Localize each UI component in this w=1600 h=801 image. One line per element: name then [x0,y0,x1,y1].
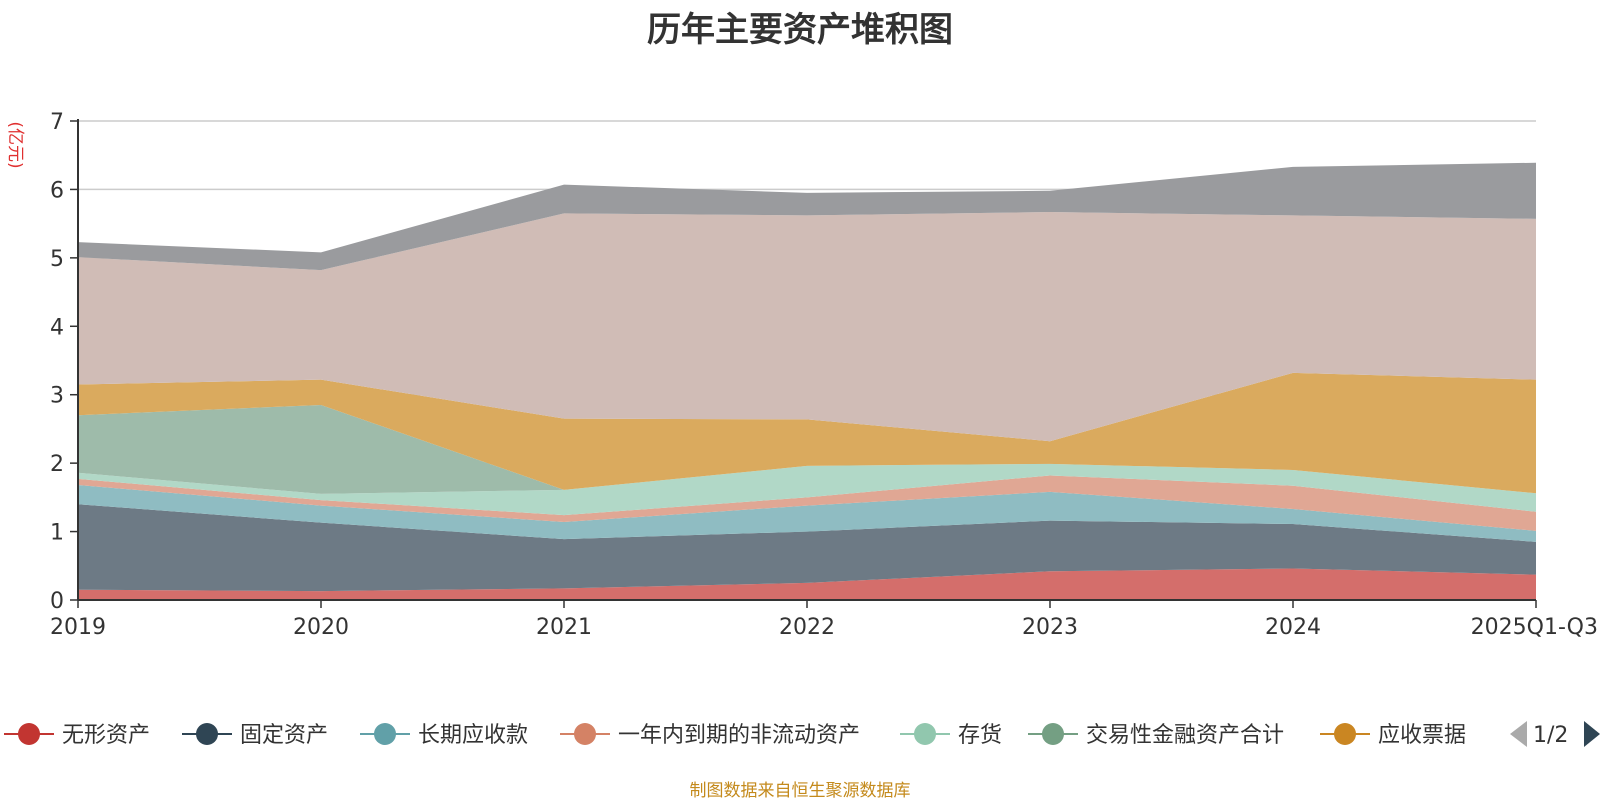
legend-marker [574,723,596,745]
legend-label: 一年内到期的非流动资产 [618,723,860,748]
y-tick-label: 1 [50,521,64,546]
area-series-6 [78,404,1536,494]
x-tick-label: 2019 [50,615,106,640]
y-tick-label: 3 [50,384,64,409]
legend-label: 无形资产 [62,723,150,748]
legend: 无形资产 固定资产 长期应收款 一年内到期的非流动资产 存货 交易性金融资产合计 应收票据 1… [4,721,1600,748]
legend-item[interactable]: 一年内到期的非流动资产 [560,723,860,748]
axes: 0 1 2 3 4 5 6 7 2019 2020 2021 2022 2023 2024 2025Q1-Q… [50,110,1598,640]
x-tick-label: 2025Q1-Q3 [1471,615,1598,640]
x-tick-label: 2022 [779,615,835,640]
y-tick-label: 4 [50,315,64,340]
area-series-1 [78,568,1536,600]
legend-label: 应收票据 [1378,723,1466,748]
area-series-7 [78,372,1536,494]
x-tick-label: 2020 [293,615,349,640]
legend-marker [196,723,218,745]
legend-marker [18,723,40,745]
y-tick-label: 0 [50,589,64,614]
legend-marker [374,723,396,745]
chart-title: 历年主要资产堆积图 [647,10,953,50]
y-axis-unit-label: (亿元) [5,121,25,168]
legend-label: 固定资产 [240,723,328,748]
legend-item[interactable]: 固定资产 [182,723,328,748]
y-tick-label: 5 [50,247,64,272]
area-series-8 [78,212,1536,442]
x-tick-label: 2023 [1022,615,1078,640]
legend-label: 存货 [958,723,1002,748]
legend-label: 长期应收款 [418,723,528,748]
area-series [78,162,1536,600]
area-series-9 [78,162,1536,271]
legend-marker [1042,723,1064,745]
y-tick-label: 2 [50,452,64,477]
area-series-4 [78,475,1536,531]
legend-item[interactable]: 无形资产 [4,723,150,748]
area-series-5 [78,463,1536,516]
legend-item[interactable]: 交易性金融资产合计 [1028,723,1284,748]
legend-next-page-icon[interactable] [1584,721,1600,747]
x-tick-label: 2024 [1265,615,1321,640]
legend-item[interactable]: 应收票据 [1320,723,1466,748]
legend-item[interactable]: 长期应收款 [360,723,528,748]
y-tick-label: 6 [50,178,64,203]
y-tick-label: 7 [50,110,64,135]
x-tick-label: 2021 [536,615,592,640]
legend-marker [1334,723,1356,745]
legend-item[interactable]: 存货 [900,723,1002,748]
legend-prev-page-icon[interactable] [1510,721,1527,747]
data-source-note: 制图数据来自恒生聚源数据库 [689,781,911,801]
legend-page-indicator: 1/2 [1533,723,1568,748]
legend-label: 交易性金融资产合计 [1086,723,1284,748]
area-series-3 [78,485,1536,542]
legend-marker [914,723,936,745]
area-series-2 [78,504,1536,592]
